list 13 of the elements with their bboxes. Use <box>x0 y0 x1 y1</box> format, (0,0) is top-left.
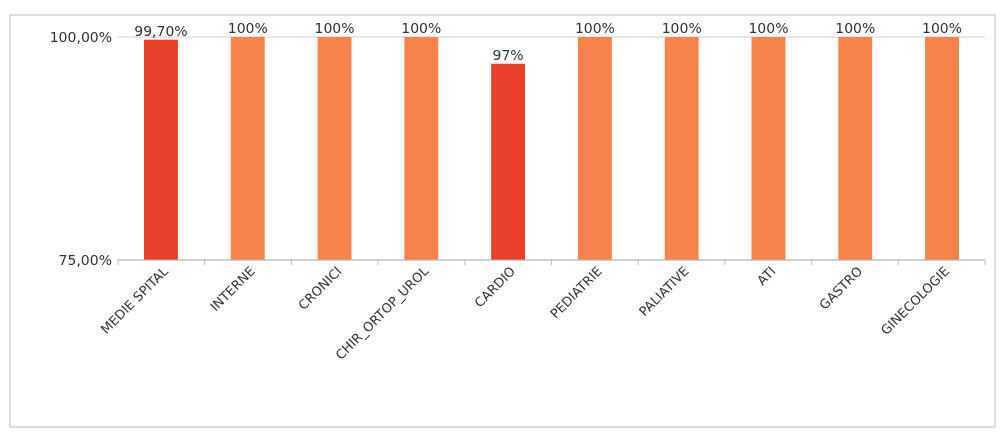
x-tick-label: ATI <box>754 263 779 289</box>
data-label: 100% <box>835 20 876 36</box>
data-label: 100% <box>922 20 963 36</box>
y-tick-label: 75,00% <box>58 251 112 268</box>
data-label: 100% <box>748 20 789 36</box>
data-label: 100% <box>401 20 442 36</box>
data-label: 100% <box>574 20 615 36</box>
data-label: 100% <box>661 20 702 36</box>
data-label: 100% <box>227 20 268 36</box>
data-label: 97% <box>492 46 524 63</box>
data-label: 100% <box>314 20 355 36</box>
y-tick-label: 100,00% <box>49 28 112 45</box>
data-label: 99,70% <box>134 22 188 39</box>
